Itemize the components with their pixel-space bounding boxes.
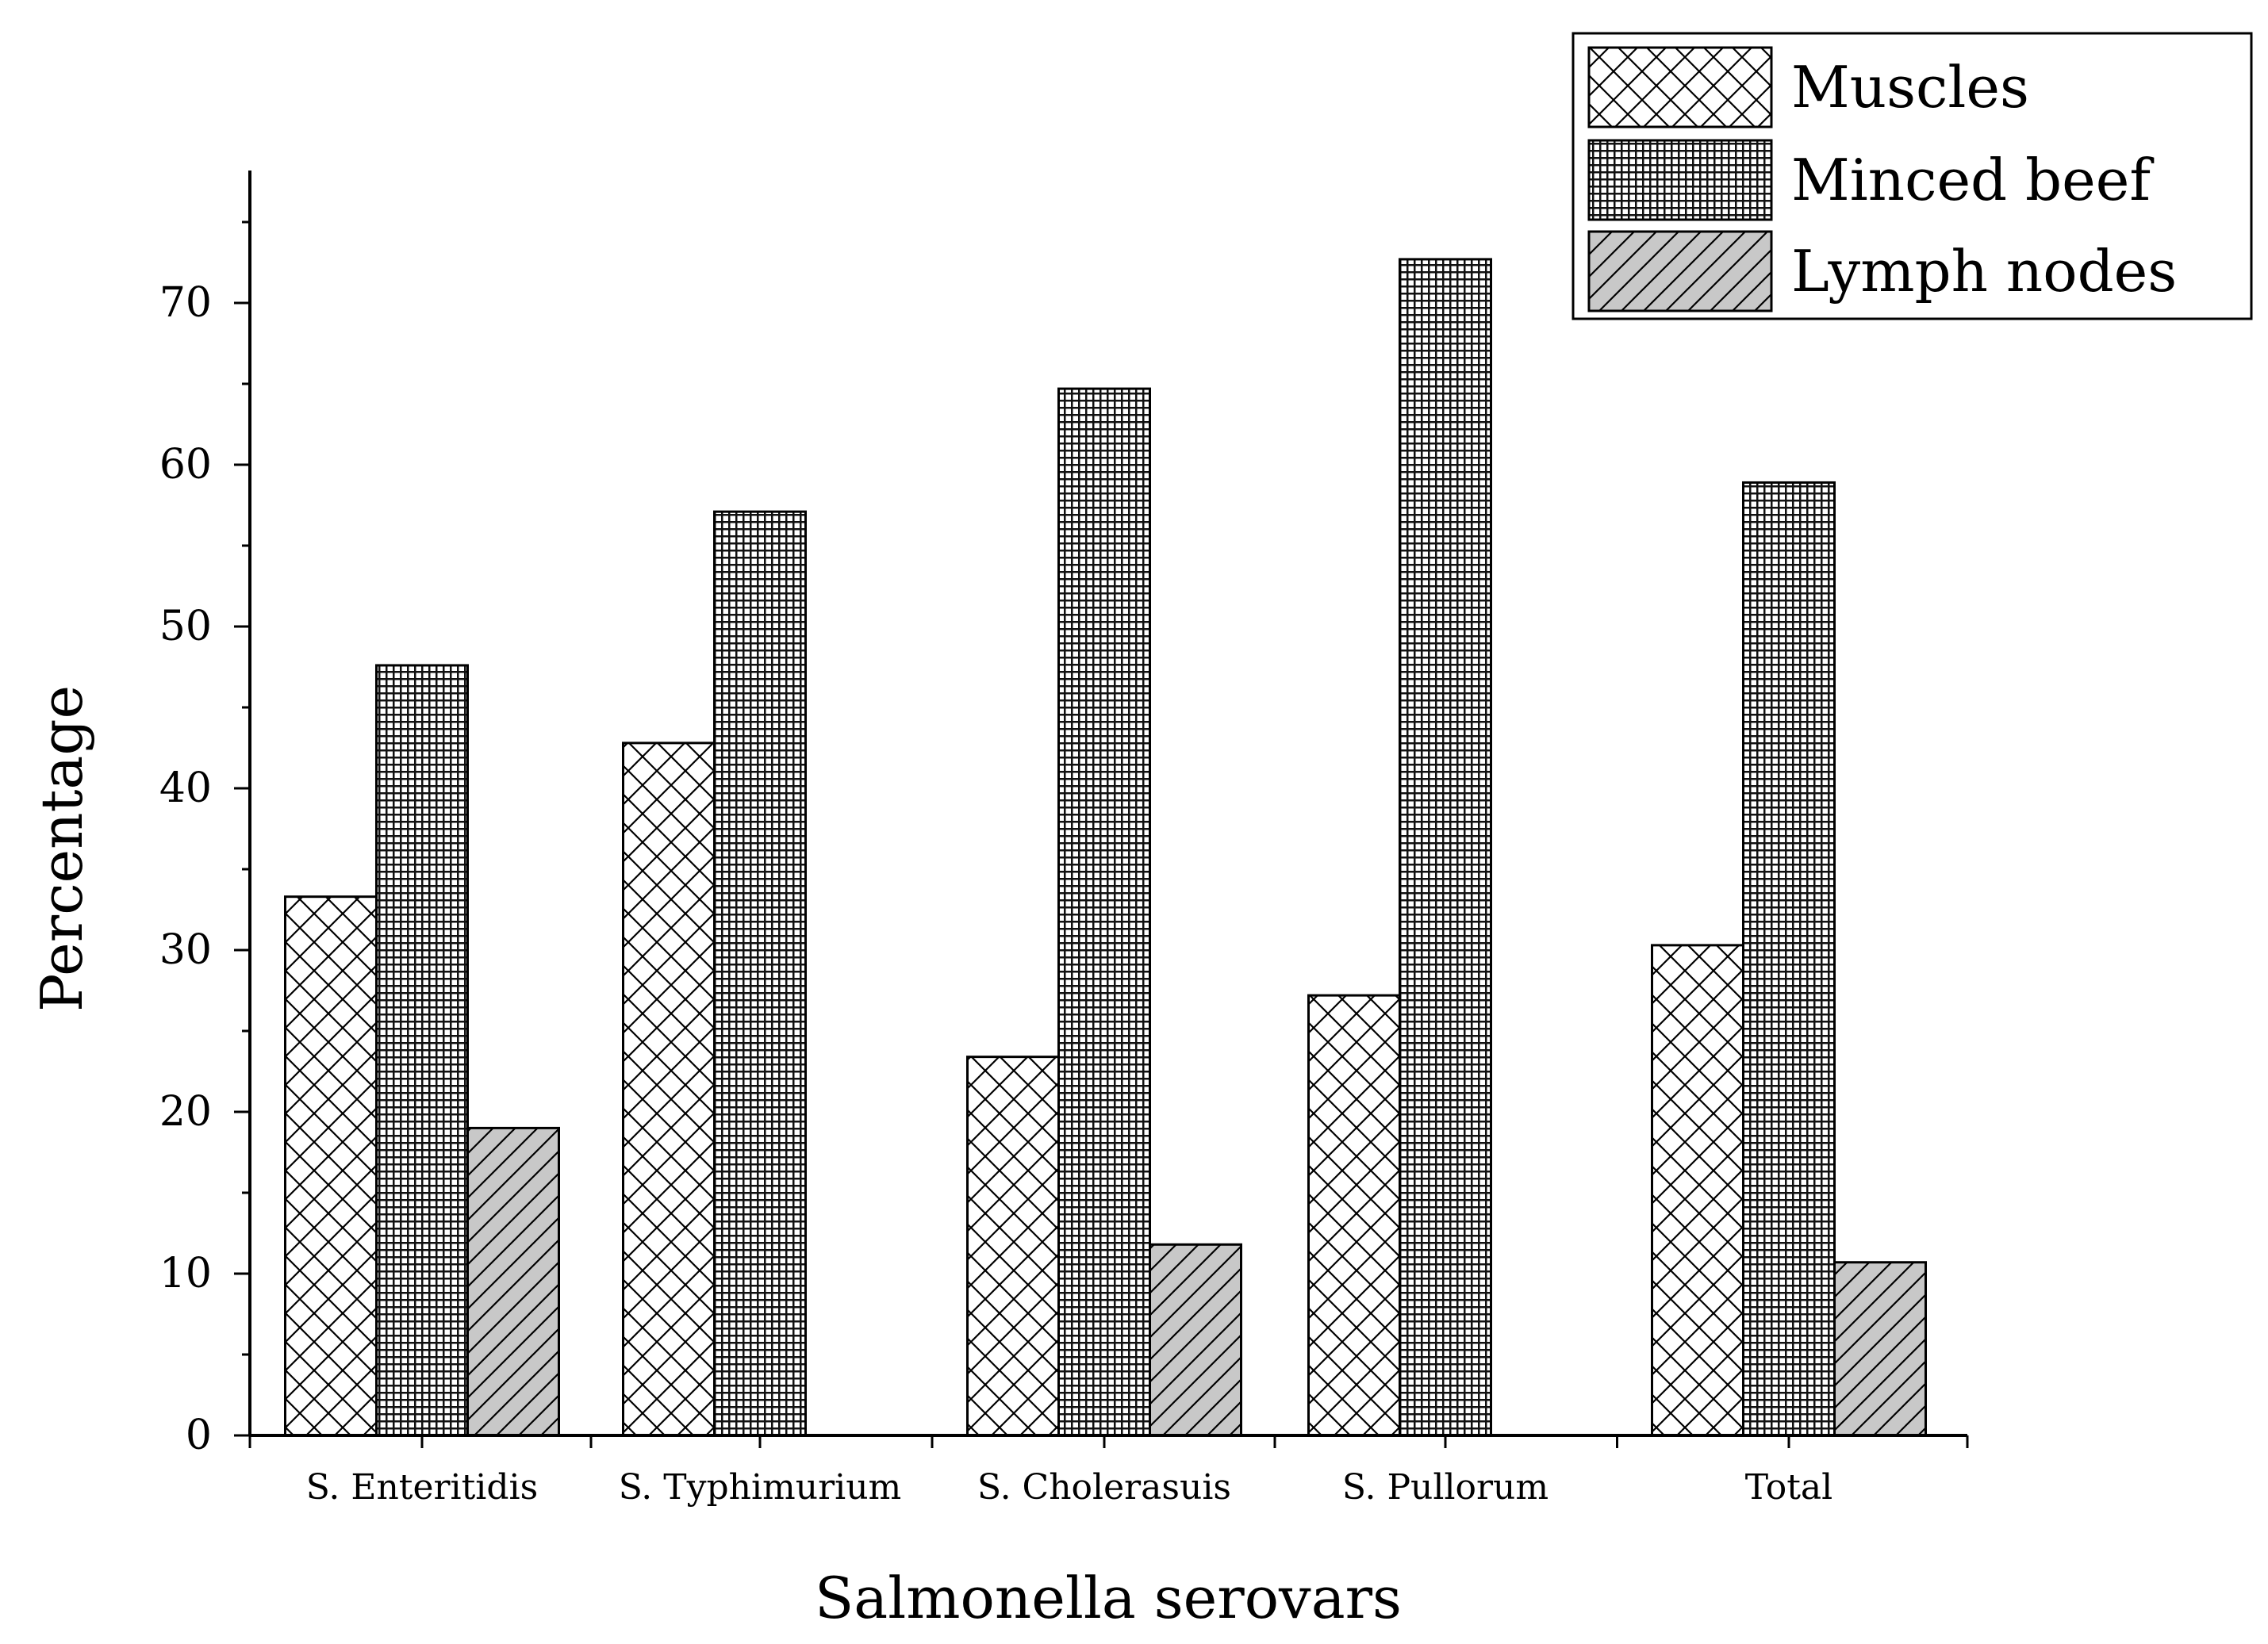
legend: Muscles Minced beef Lymph nodes: [1571, 32, 2253, 320]
bar-lymph-nodes-total: [1833, 1261, 1927, 1437]
bar-minced-beef-s-enteritidis: [375, 664, 469, 1437]
x-tick-label-s-typhimurium: S. Typhimurium: [619, 1467, 902, 1508]
x-tick-label-total: Total: [1745, 1467, 1832, 1508]
y-ticks: 0 10 20 30 40 50 60 70: [159, 220, 250, 1459]
y-tick-label: 20: [159, 1088, 212, 1136]
x-tick-label-s-cholerasuis: S. Cholerasuis: [977, 1467, 1231, 1508]
bar-minced-beef-total: [1742, 481, 1836, 1437]
x-tick-label-s-enteritidis: S. Enteritidis: [306, 1467, 538, 1508]
legend-label-minced-beef: Minced beef: [1791, 147, 2154, 213]
bar-minced-beef-s-pullorum: [1399, 258, 1492, 1437]
y-tick-label: 10: [159, 1250, 212, 1297]
y-tick-label: 70: [159, 279, 212, 327]
y-tick-label: 50: [159, 603, 212, 650]
bar-muscles-s-typhimurium: [622, 742, 716, 1437]
bar-minced-beef-s-cholerasuis: [1057, 387, 1151, 1437]
y-tick-label: 30: [159, 926, 212, 974]
legend-label-muscles: Muscles: [1791, 54, 2029, 121]
bar-muscles-s-enteritidis: [284, 895, 378, 1437]
y-tick-label: 0: [186, 1412, 212, 1459]
legend-swatch-muscles: [1587, 46, 1773, 128]
bar-muscles-s-pullorum: [1307, 994, 1401, 1437]
y-tick-label: 40: [159, 765, 212, 812]
legend-swatch-lymph-nodes: [1587, 230, 1773, 312]
x-tick-label-s-pullorum: S. Pullorum: [1342, 1467, 1548, 1508]
bar-muscles-total: [1651, 944, 1744, 1437]
axes: [248, 171, 1967, 1437]
legend-swatch-minced-beef: [1587, 139, 1773, 221]
y-axis-title: Percentage: [29, 685, 95, 1012]
bar-minced-beef-s-typhimurium: [713, 510, 807, 1437]
bar-muscles-s-cholerasuis: [966, 1056, 1060, 1437]
x-ticks: S. Enteritidis S. Typhimurium S. Cholerasu…: [248, 1435, 1969, 1508]
bars-group: [284, 258, 1927, 1437]
bar-lymph-nodes-s-cholerasuis: [1149, 1243, 1242, 1437]
x-axis-title: Salmonella serovars: [815, 1565, 1402, 1631]
y-tick-label: 60: [159, 441, 212, 489]
bar-lymph-nodes-s-enteritidis: [466, 1126, 560, 1437]
legend-label-lymph-nodes: Lymph nodes: [1791, 238, 2177, 305]
